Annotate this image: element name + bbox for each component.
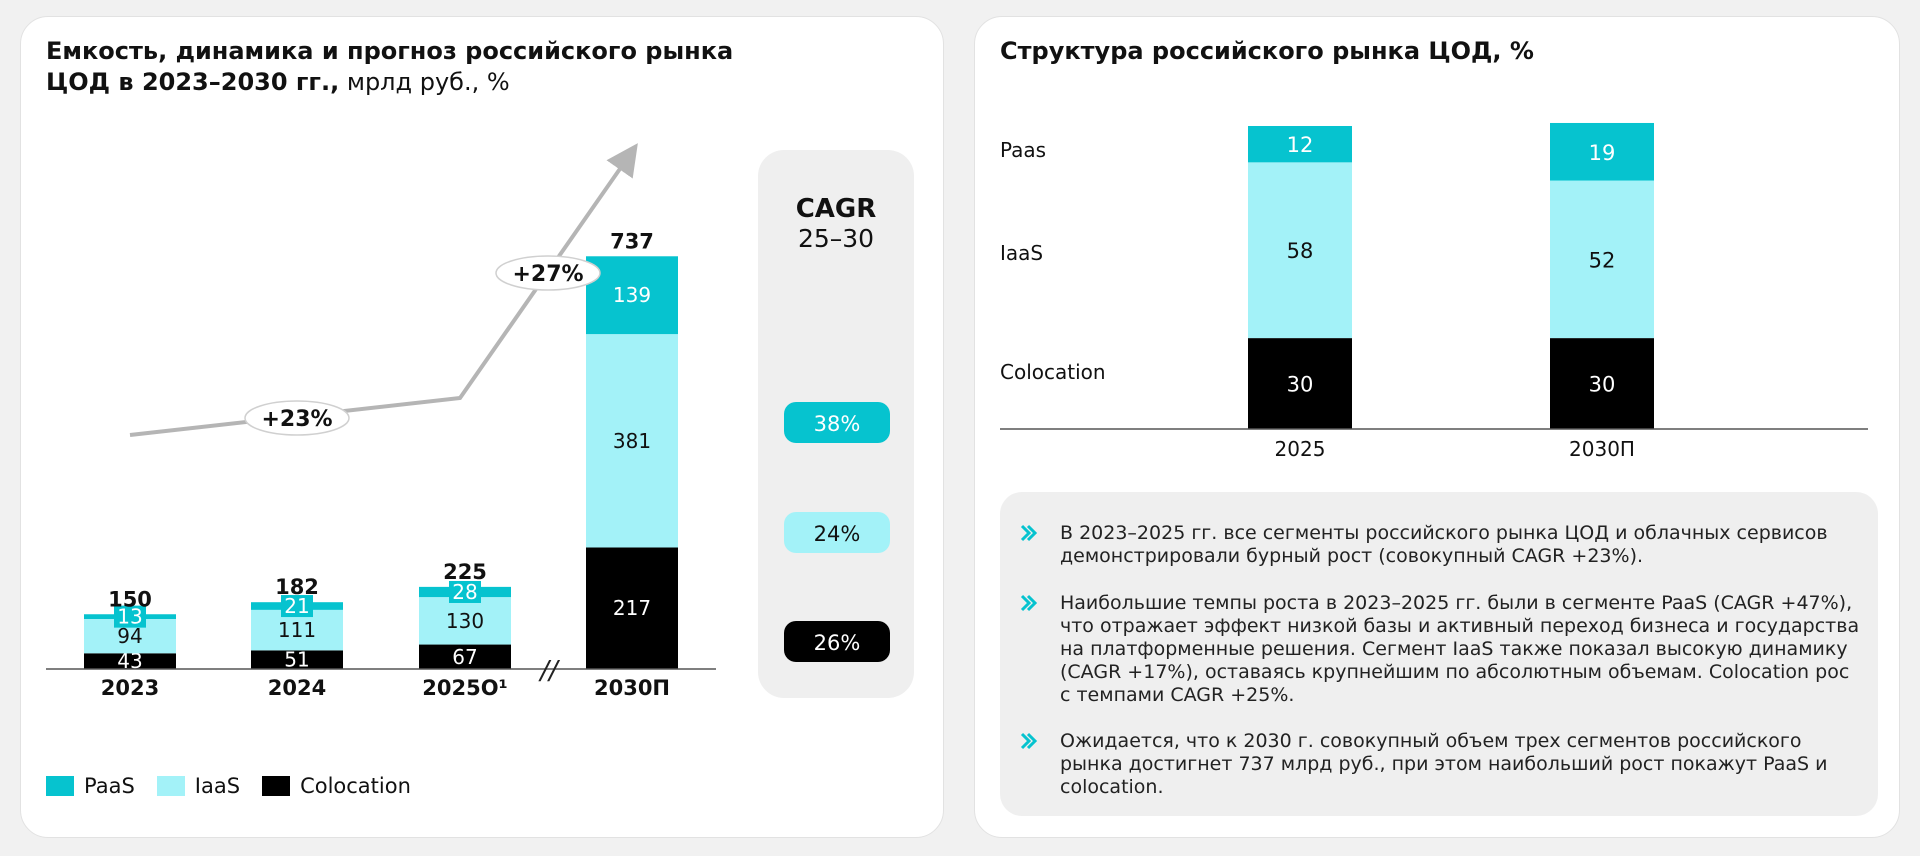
cagr-title: CAGR [796,194,877,224]
growth-label-2025-2030: +27% [512,262,583,287]
cagr-paas-pill [784,402,890,443]
cagr-iaas-pill [784,512,890,553]
cagr-colocation-pill [784,621,890,662]
bar-label-box-paas-2025 [449,580,481,603]
structure-value-colocation-2030: 30 [1589,373,1616,397]
cagr-iaas-value: 24% [814,522,861,546]
legend-item-paas: PaaS [46,774,135,798]
bar-total-2030: 737 [610,229,654,253]
bar-total-2024: 182 [275,575,319,599]
left-title-line1: Емкость, динамика и прогноз российского … [46,37,734,65]
bar-value-colocation-2025: 67 [452,645,477,669]
growth-label-2023-2025: +23% [261,407,332,432]
note-2: Наибольшие темпы роста в 2023–2025 гг. б… [1020,592,1860,707]
note-3: Ожидается, что к 2030 г. совокупный объе… [1020,730,1860,799]
x-tick-2025: 2025О¹ [422,676,508,700]
cagr-paas-value: 38% [814,412,861,436]
bar-total-2023: 150 [108,587,152,611]
bar-value-paas-2023: 13 [117,605,142,629]
row-label-paas: Paas [1000,138,1046,162]
x-tick-2030: 2030П [594,676,670,700]
growth-badge-2025-2030 [495,255,601,291]
chevron-right-double-icon [1020,732,1038,750]
legend-item-colocation: Colocation [262,774,411,798]
structure-segment-paas-2025 [1248,126,1352,163]
bar-segment-colocation-2030 [586,547,678,669]
bar-total-2025: 225 [443,560,487,584]
row-label-iaas: IaaS [1000,241,1043,265]
bar-segment-iaas-2030 [586,334,678,548]
bar-value-colocation-2030: 217 [613,596,651,620]
notes-panel: В 2023–2025 гг. все сегменты российского… [1000,492,1878,816]
bar-value-iaas-2030: 381 [613,429,651,453]
bar-segment-colocation-2023 [84,653,176,669]
bar-segment-iaas-2025 [419,597,511,645]
row-label-colocation: Colocation [1000,360,1106,384]
left-title-line2: ЦОД в 2023–2030 гг., [46,68,340,96]
legend-label-paas: PaaS [84,774,135,798]
chevron-right-double-icon [1020,594,1038,612]
bar-segment-colocation-2024 [251,650,343,669]
structure-value-iaas-2025: 58 [1287,239,1314,263]
legend-label-iaas: IaaS [194,774,241,798]
structure-value-colocation-2025: 30 [1287,373,1314,397]
bar-segment-paas-2030 [586,256,678,335]
legend-swatch-paas [46,776,74,796]
structure-segment-colocation-2030 [1550,338,1654,429]
left-chart-title: Емкость, динамика и прогноз российского … [46,36,906,98]
axis-break-mark: // [538,656,561,686]
structure-x-tick-2030: 2030П [1569,437,1635,461]
bar-value-paas-2025: 28 [452,580,477,604]
structure-segment-colocation-2025 [1248,338,1352,429]
structure-x-tick-2025: 2025 [1275,437,1326,461]
cagr-colocation-value: 26% [814,631,861,655]
bar-label-box-paas-2023 [114,605,146,628]
bar-value-colocation-2024: 51 [284,648,309,672]
note-2-text: Наибольшие темпы роста в 2023–2025 гг. б… [1060,592,1860,706]
structure-segment-iaas-2030 [1550,180,1654,339]
legend-swatch-iaas [156,776,185,796]
bar-value-iaas-2023: 94 [117,624,142,648]
market-dynamics-chart: 4394131502023511112118220246713028225202… [46,143,914,700]
market-structure-chart: Paas IaaS Colocation 30 58 12 2025 30 52 19 203… [1000,122,1868,461]
legend-item-iaas: IaaS [156,774,241,798]
bar-label-box-paas-2024 [281,595,313,618]
chevron-right-double-icon [1020,524,1038,542]
growth-arrow [129,143,638,437]
left-title-unit: мрлд руб., % [339,68,510,96]
structure-segment-paas-2030 [1550,122,1654,181]
structure-segment-iaas-2025 [1248,162,1352,339]
structure-value-paas-2025: 12 [1287,133,1314,157]
bar-value-iaas-2025: 130 [446,609,484,633]
note-1: В 2023–2025 гг. все сегменты российского… [1020,522,1860,568]
cagr-range: 25–30 [798,224,874,253]
bar-value-iaas-2024: 111 [278,618,316,642]
note-3-text: Ожидается, что к 2030 г. совокупный объе… [1060,730,1828,798]
structure-value-paas-2030: 19 [1589,141,1616,165]
legend-swatch-colocation [262,776,291,796]
legend: PaaS IaaS Colocation [46,774,433,798]
legend-label-colocation: Colocation [300,774,411,798]
note-1-text: В 2023–2025 гг. все сегменты российского… [1060,522,1828,567]
x-tick-2024: 2024 [268,676,326,700]
bar-value-paas-2024: 21 [284,594,309,618]
bar-segment-colocation-2025 [419,644,511,669]
bar-value-paas-2030: 139 [613,283,651,307]
growth-badge-2023-2025 [244,400,350,436]
structure-value-iaas-2030: 52 [1589,248,1616,272]
right-chart-title: Структура российского рынка ЦОД, % [1000,37,1534,65]
x-tick-2023: 2023 [101,676,159,700]
